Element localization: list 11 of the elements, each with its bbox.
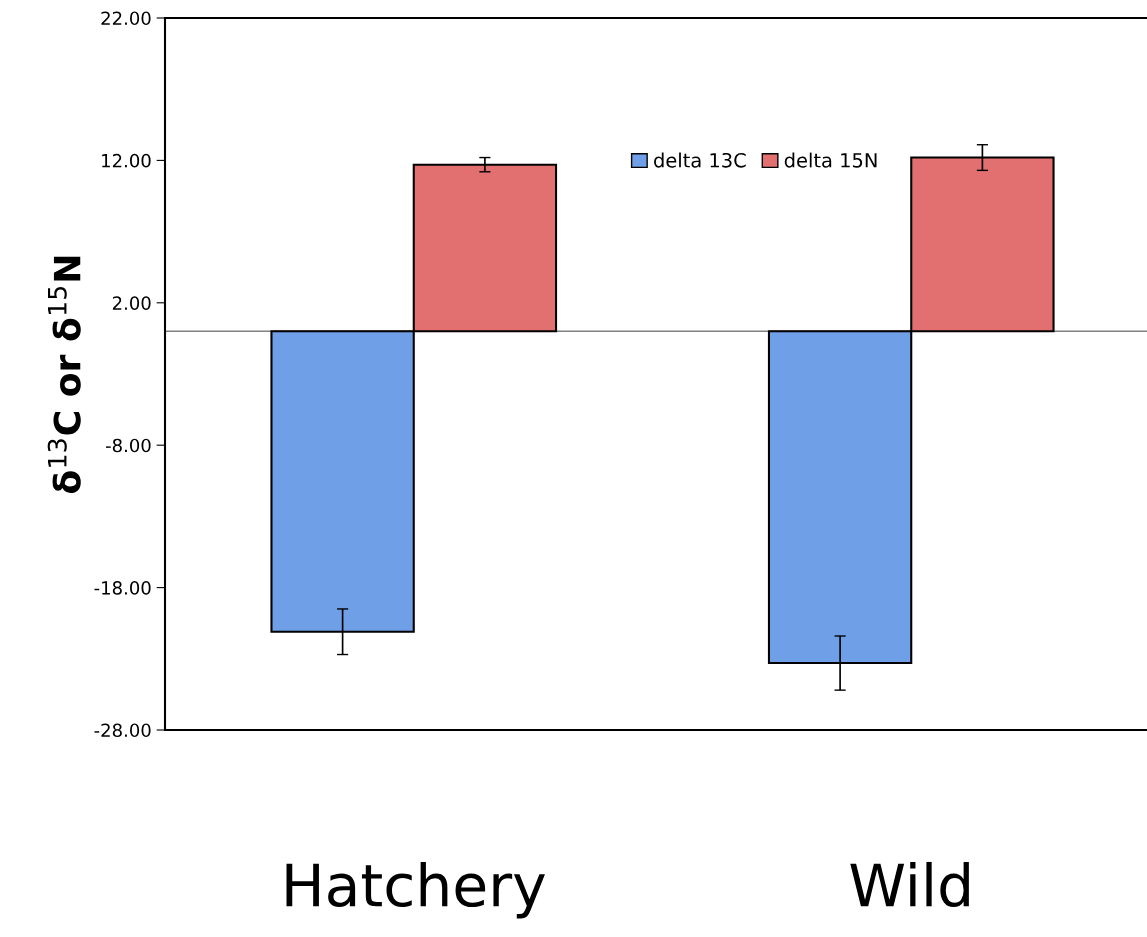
- y-tick-label: -8.00: [105, 438, 151, 453]
- y-tick-label: -18.00: [94, 581, 151, 595]
- legend-label: delta 13C: [654, 152, 746, 168]
- y-axis-title: δ$^{13}$C or δ$^{15}$N: [47, 256, 81, 494]
- y-tick-label: -28.00: [94, 723, 151, 738]
- y-tick-label: 12.00: [102, 153, 151, 168]
- legend-label: delta 15N: [784, 152, 877, 168]
- x-tick-label: Wild: [850, 861, 969, 908]
- y-tick-label: 2.00: [112, 296, 151, 310]
- x-tick-label: Hatchery: [286, 861, 545, 919]
- y-tick-label: 22.00: [101, 11, 151, 26]
